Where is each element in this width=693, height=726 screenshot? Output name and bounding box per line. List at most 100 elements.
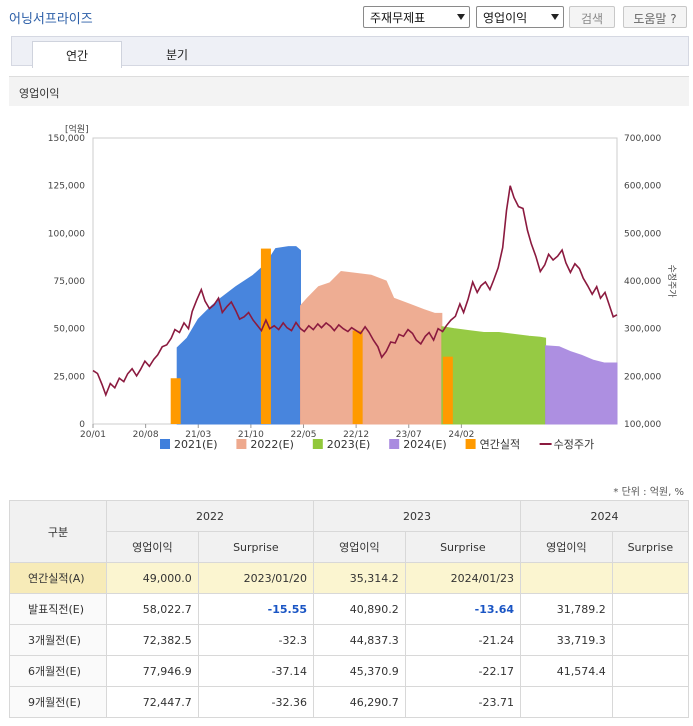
legend-label: 수정주가 (554, 438, 594, 451)
y-left-unit-label: [억원] (65, 123, 89, 135)
actual-bar-2021 (260, 248, 271, 424)
table-cell: -13.64 (404, 593, 522, 625)
table-cell: -15.55 (197, 593, 315, 625)
chevron-down-icon (457, 14, 465, 20)
legend-swatch (236, 439, 247, 449)
col-header-surprise: Surprise (197, 531, 315, 563)
period-tabs: 연간 분기 (11, 36, 689, 68)
page-title: 어닝서프라이즈 (9, 12, 93, 27)
x-tick-label: 22/05 (291, 430, 317, 440)
year-header: 2023 (313, 500, 521, 532)
table-cell (520, 562, 613, 594)
table-cell (611, 686, 690, 718)
legend-label: 연간실적 (480, 438, 520, 451)
table-cell: 41,574.4 (520, 655, 613, 687)
statement-type-value: 주재무제표 (370, 11, 426, 25)
legend-swatch (465, 439, 476, 449)
year-header: 2022 (106, 500, 314, 532)
actual-bar-2020 (170, 378, 181, 424)
table-cell: 49,000.0 (106, 562, 199, 594)
statement-type-select[interactable]: 주재무제표 (363, 6, 470, 28)
y-left-tick-label: 25,000 (54, 372, 86, 382)
surprise-table: 구분 2022 2023 2024 영업이익 Surprise 영업이익 Sur… (9, 500, 690, 718)
legend-swatch (312, 439, 323, 449)
year-header: 2024 (520, 500, 689, 532)
units-note: * 단위 : 억원, % (613, 487, 684, 498)
estimate-area-2022(E) (299, 270, 443, 425)
col-header-surprise: Surprise (404, 531, 522, 563)
table-cell: 2023/01/20 (197, 562, 315, 594)
table-cell: 44,837.3 (313, 624, 406, 656)
help-icon: ? (666, 12, 677, 26)
y-left-tick-label: 100,000 (48, 229, 85, 239)
row-label: 연간실적(A) (9, 562, 107, 594)
table-cell: -37.14 (197, 655, 315, 687)
table-cell: -22.17 (404, 655, 522, 687)
chevron-down-icon (551, 14, 559, 20)
y-left-tick-label: 0 (79, 420, 85, 430)
price-line (92, 185, 618, 398)
tab-annual[interactable]: 연간 (32, 41, 122, 68)
estimate-area-2023(E) (441, 326, 547, 425)
table-cell (611, 624, 690, 656)
table-cell: -23.71 (404, 686, 522, 718)
earnings-chart: 0 25,000 50,000 75,000 100,000 125,000 150,000… (48, 123, 677, 451)
table-cell: 33,719.3 (520, 624, 613, 656)
header-bar: 어닝서프라이즈 주재무제표 영업이익 검색 도움말 ? (0, 0, 693, 34)
table-row: 6개월전(E) 77,946.9 -37.14 45,370.9 -22.17 41,57… (9, 655, 690, 687)
table-cell: 72,447.7 (106, 686, 199, 718)
table-row: 연간실적(A) 49,000.0 2023/01/20 35,314.2 2024/01… (9, 562, 690, 594)
table-cell: 31,789.2 (520, 593, 613, 625)
table-row: 9개월전(E) 72,447.7 -32.36 46,290.7 -23.71 (9, 686, 690, 718)
y-right-tick-label: 500,000 (624, 229, 661, 239)
table-cell (611, 562, 690, 594)
table-cell: -32.3 (197, 624, 315, 656)
search-button[interactable]: 검색 (569, 6, 615, 28)
row-label: 9개월전(E) (9, 686, 107, 718)
legend-swatch (389, 439, 400, 449)
table-cell (611, 655, 690, 687)
tab-quarterly[interactable]: 분기 (165, 48, 189, 62)
table-cell: 77,946.9 (106, 655, 199, 687)
help-button[interactable]: 도움말 ? (623, 6, 687, 28)
y-left-tick-label: 50,000 (54, 325, 86, 335)
table-cell: 2024/01/23 (404, 562, 522, 594)
section-header: 영업이익 (9, 76, 689, 106)
y-right-tick-label: 100,000 (624, 420, 661, 430)
x-tick-label: 21/03 (185, 430, 211, 440)
table-cell: 35,314.2 (313, 562, 406, 594)
metric-select[interactable]: 영업이익 (476, 6, 564, 28)
x-tick-label: 22/12 (343, 430, 369, 440)
table-cell: 45,370.9 (313, 655, 406, 687)
y-right-tick-label: 400,000 (624, 277, 661, 287)
help-label: 도움말 (633, 12, 667, 26)
col-header-op: 영업이익 (106, 531, 199, 563)
y-right-axis-label: 수정주가 (666, 264, 677, 297)
row-label: 발표직전(E) (9, 593, 107, 625)
row-label: 6개월전(E) (9, 655, 107, 687)
y-right-tick-label: 300,000 (624, 325, 661, 335)
y-left-tick-label: 150,000 (48, 134, 85, 144)
col-header-op: 영업이익 (313, 531, 406, 563)
table-row: 발표직전(E) 58,022.7 -15.55 40,890.2 -13.64 31,78… (9, 593, 690, 625)
col-header-op: 영업이익 (520, 531, 613, 563)
x-tick-label: 21/10 (238, 430, 264, 440)
legend-label: 2024(E) (403, 438, 447, 451)
legend-label: 2022(E) (250, 438, 294, 451)
table-cell: 46,290.7 (313, 686, 406, 718)
x-tick-label: 20/08 (133, 430, 159, 440)
table-cell: 40,890.2 (313, 593, 406, 625)
table-cell (520, 686, 613, 718)
section-title: 영업이익 (19, 87, 60, 100)
x-tick-label: 20/01 (80, 430, 106, 440)
table-cell: 72,382.5 (106, 624, 199, 656)
table-cell: -21.24 (404, 624, 522, 656)
row-label: 3개월전(E) (9, 624, 107, 656)
table-cell: -32.36 (197, 686, 315, 718)
metric-value: 영업이익 (483, 11, 528, 25)
legend-swatch (160, 439, 170, 449)
x-tick-label: 24/02 (448, 430, 474, 440)
actual-bar-2022 (352, 330, 363, 424)
table-cell: 58,022.7 (106, 593, 199, 625)
legend-label: 2023(E) (327, 438, 371, 451)
